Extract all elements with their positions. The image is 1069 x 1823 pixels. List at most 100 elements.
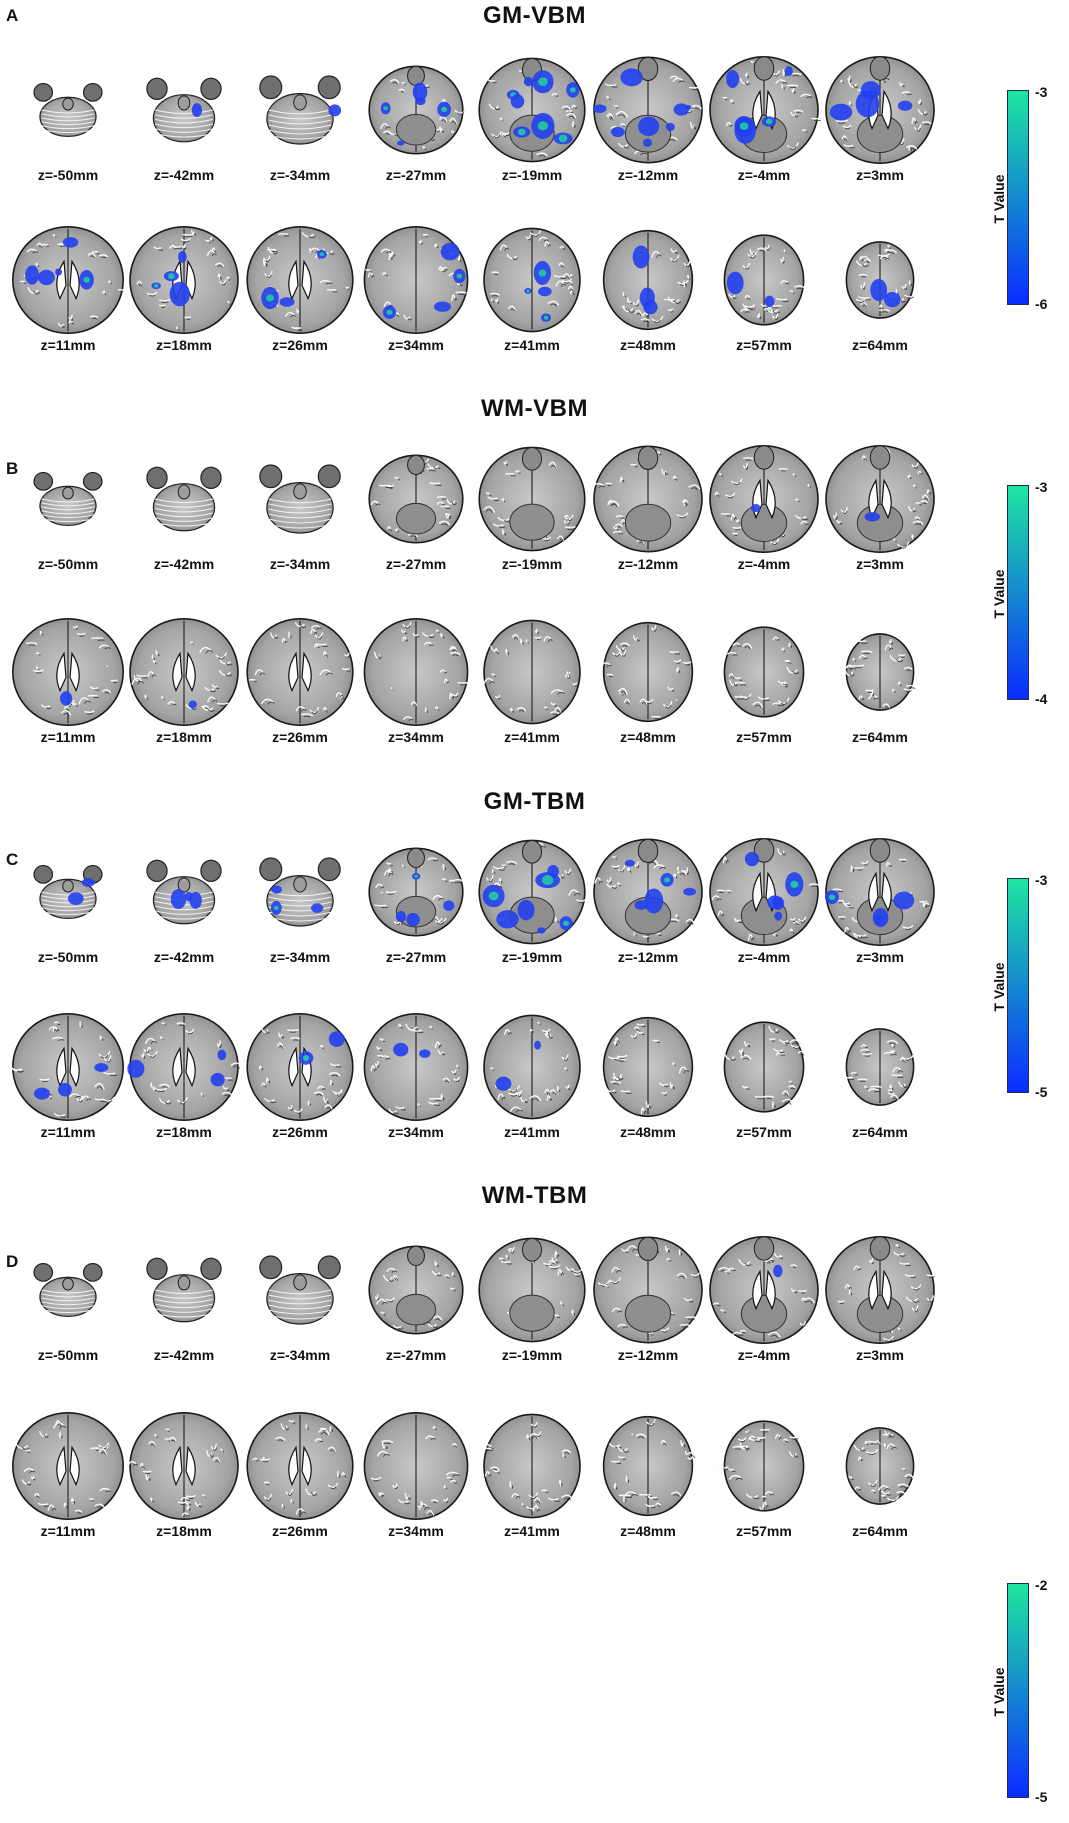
slice-z-label: z=48mm [620,1124,676,1140]
slice-z-label: z=-27mm [385,1347,447,1363]
brain-slice-image [825,55,935,165]
slice-z-label: z=64mm [852,337,908,353]
slice-z-label: z=26mm [272,1523,328,1539]
brain-slice: z=-4mm [704,52,824,192]
brain-slice: z=-42mm [124,834,244,974]
brain-slice-image [723,626,805,718]
brain-slice-image [246,617,354,727]
brain-slice: z=-50mm [8,52,128,192]
brain-slice-image [480,1413,581,1519]
colorbar-gradient [1007,90,1029,305]
brain-slice-image [723,1021,805,1113]
brain-slice-image [259,464,341,534]
slice-z-label: z=48mm [620,729,676,745]
slice-z-label: z=3mm [856,556,904,572]
brain-slice-image [483,619,581,725]
brain-slice-image [602,229,694,331]
brain-slice-image [146,466,222,532]
brain-slice-image [11,617,125,727]
brain-slice-image [10,1012,125,1122]
slice-z-label: z=-12mm [617,167,679,183]
slice-z-label: z=-12mm [617,949,679,965]
brain-slice-image [368,847,465,937]
brain-slice-image [709,55,824,165]
brain-slice: z=-19mm [472,1232,592,1372]
slice-row-bottom: z=11mm z=18mm z=26mm z=34mm z=41mm z=48mm z=57… [8,614,968,754]
brain-slice: z=26mm [240,222,360,362]
brain-slice: z=48mm [588,614,708,754]
brain-slice-image [478,57,586,163]
slice-z-label: z=-42mm [153,1347,215,1363]
brain-slice-image [259,75,342,145]
brain-slice-image [716,1420,805,1512]
slice-z-label: z=41mm [504,729,560,745]
brain-slice: z=57mm [704,614,824,754]
slice-z-label: z=64mm [852,1124,908,1140]
brain-slice: z=18mm [124,1009,244,1149]
slice-z-label: z=41mm [504,337,560,353]
brain-slice-image [368,454,464,544]
brain-slice-image [478,446,586,552]
brain-slice-image [825,837,935,947]
slice-z-label: z=57mm [736,337,792,353]
colorbar-max-label: -3 [1035,872,1048,888]
brain-slice: z=41mm [472,222,592,362]
slice-z-label: z=64mm [852,1523,908,1539]
panel-letter: C [6,850,19,869]
panel-title: WM-VBM [481,395,588,422]
brain-slice: z=-4mm [704,441,824,581]
brain-slice-image [601,621,694,723]
slice-z-label: z=26mm [272,729,328,745]
brain-slice: z=-27mm [356,1232,476,1372]
brain-slice-image [259,1255,341,1325]
slice-z-label: z=3mm [856,949,904,965]
slice-z-label: z=48mm [620,337,676,353]
brain-slice: z=64mm [820,222,940,362]
brain-slice: z=26mm [240,614,360,754]
colorbar: -3 -4 T Value [990,479,1069,725]
brain-slice-image [593,838,703,946]
brain-slice-image [483,227,581,333]
brain-slice-image [723,234,805,326]
brain-slice: z=18mm [124,222,244,362]
brain-slice-image [363,1012,469,1122]
slice-z-label: z=34mm [388,729,444,745]
colorbar-max-label: -3 [1035,84,1048,100]
slice-z-label: z=57mm [736,1523,792,1539]
slice-z-label: z=-42mm [153,167,215,183]
slice-row-top: z=-50mm z=-42mm z=-34mm z=-27mm z=-19mm z=-12… [8,52,968,192]
brain-slice-image [11,225,125,335]
colorbar-max-label: -2 [1035,1577,1048,1593]
brain-slice-image [843,1028,915,1106]
slice-z-label: z=18mm [156,1523,212,1539]
brain-slice: z=3mm [820,52,940,192]
brain-slice: z=-34mm [240,834,360,974]
brain-slice-image [842,633,919,711]
slice-z-label: z=-50mm [37,167,99,183]
brain-slice: z=-42mm [124,1232,244,1372]
brain-slice-image [246,1012,354,1122]
brain-slice-image [592,445,703,553]
colorbar-title: T Value [991,569,1007,619]
brain-slice-image [146,77,222,143]
brain-slice: z=-34mm [240,441,360,581]
panel-letter: A [6,6,19,25]
brain-slice-image [709,837,820,947]
slice-z-label: z=-19mm [501,167,563,183]
brain-slice: z=11mm [8,1009,128,1149]
brain-slice-image [146,859,222,925]
slice-z-label: z=-19mm [501,556,563,572]
colorbar-title: T Value [991,1667,1007,1717]
slice-z-label: z=-50mm [37,1347,99,1363]
slice-z-label: z=64mm [852,729,908,745]
slice-z-label: z=18mm [156,1124,212,1140]
colorbar-gradient [1007,878,1029,1093]
brain-slice-image [363,225,469,335]
brain-slice: z=11mm [8,1408,128,1548]
slice-z-label: z=-4mm [737,949,791,965]
brain-slice-image [845,1427,915,1505]
slice-z-label: z=11mm [40,729,96,745]
brain-slice-image [709,1235,819,1345]
brain-slice-image [33,82,103,138]
slice-z-label: z=-34mm [269,167,331,183]
